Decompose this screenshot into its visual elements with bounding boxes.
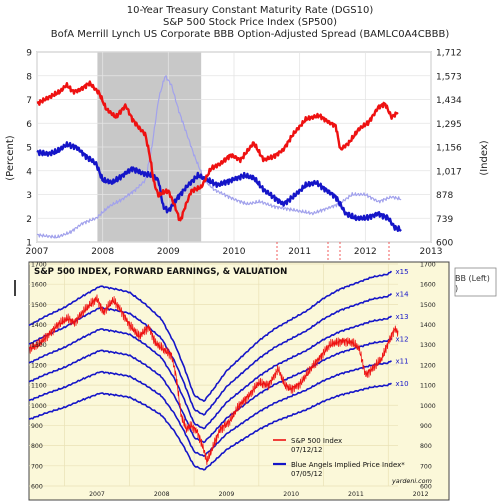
x-tick-label: 2012 xyxy=(354,247,377,257)
hidden-legend-text-a: BB (Left) xyxy=(455,274,490,283)
overlay-right-tick: 1300 xyxy=(420,342,436,349)
overlay-left-tick: 1600 xyxy=(31,282,47,289)
top-title-line-1: 10-Year Treasury Constant Maturity Rate … xyxy=(127,5,374,16)
right-tick-label: 878 xyxy=(436,191,453,201)
top-left-axis-label: (Percent) xyxy=(5,135,16,181)
right-tick-label: 1,295 xyxy=(436,120,462,130)
left-tick-label: 3 xyxy=(26,191,32,201)
multiple-label-x15: x15 xyxy=(396,268,409,276)
x-tick-label: 2007 xyxy=(26,247,49,257)
left-tick-label: 4 xyxy=(26,167,32,177)
x-tick-label: 2010 xyxy=(223,247,246,257)
right-tick-label: 1,712 xyxy=(436,49,462,59)
overlay-right-tick: 1700 xyxy=(420,262,436,269)
overlay-right-tick: 700 xyxy=(420,463,432,470)
top-title-line-2: S&P 500 Stock Price Index (SP500) xyxy=(163,17,337,28)
right-tick-label: 739 xyxy=(436,215,453,225)
overlay-x-tick: 2012 xyxy=(413,491,429,498)
x-tick-label: 2011 xyxy=(288,247,311,257)
overlay-left-tick: 1400 xyxy=(31,322,47,329)
left-tick-label: 2 xyxy=(26,215,32,225)
overlay-right-tick: 1000 xyxy=(420,403,436,410)
overlay-x-tick: 2010 xyxy=(283,491,299,498)
left-tick-label: 5 xyxy=(26,144,32,154)
top-title-line-3: BofA Merrill Lynch US Corporate BBB Opti… xyxy=(51,29,450,40)
x-tick-label: 2013 xyxy=(420,247,443,257)
source-credit: yardeni.com xyxy=(391,477,432,485)
right-tick-label: 1,434 xyxy=(436,96,462,106)
legend-label-blue-angels: Blue Angels Implied Price Index* xyxy=(291,461,405,469)
overlay-x-tick: 2007 xyxy=(89,491,105,498)
overlay-left-tick: 700 xyxy=(31,463,43,470)
overlay-title: S&P 500 INDEX, FORWARD EARNINGS, & VALUA… xyxy=(34,267,287,277)
overlay-left-tick: 900 xyxy=(31,423,43,430)
overlay-right-tick: 1400 xyxy=(420,322,436,329)
left-tick-label: 7 xyxy=(26,96,32,106)
overlay-left-tick: 1200 xyxy=(31,362,47,369)
overlay-left-tick: 800 xyxy=(31,443,43,450)
right-tick-label: 1,573 xyxy=(436,72,462,82)
legend-date-sp500: 07/12/12 xyxy=(291,446,322,454)
overlay-left-tick: 1300 xyxy=(31,342,47,349)
overlay-right-tick: 1200 xyxy=(420,362,436,369)
left-tick-label: 6 xyxy=(26,120,32,130)
legend-date-blue-angels: 07/05/12 xyxy=(291,470,322,478)
overlay-right-tick: 1100 xyxy=(420,383,436,390)
multiple-label-x13: x13 xyxy=(396,313,409,321)
multiple-label-x12: x12 xyxy=(396,335,409,343)
multiple-label-x11: x11 xyxy=(396,358,409,366)
overlay-right-tick: 1500 xyxy=(420,302,436,309)
overlay-x-tick: 2011 xyxy=(348,491,364,498)
right-tick-label: 1,017 xyxy=(436,167,462,177)
overlay-left-tick: 600 xyxy=(31,484,43,491)
multiple-label-x14: x14 xyxy=(396,290,410,298)
overlay-x-tick: 2009 xyxy=(219,491,235,498)
overlay-right-tick: 800 xyxy=(420,443,432,450)
left-tick-label: 9 xyxy=(26,49,32,59)
top-chart: 10-Year Treasury Constant Maturity Rate … xyxy=(5,5,490,262)
right-tick-label: 1,156 xyxy=(436,144,462,154)
left-tick-label: 8 xyxy=(26,72,32,82)
overlay-x-tick: 2008 xyxy=(154,491,170,498)
legend-label-sp500: S&P 500 Index xyxy=(291,437,342,445)
x-tick-label: 2009 xyxy=(157,247,180,257)
multiple-label-x10: x10 xyxy=(396,380,409,388)
overlay-left-tick: 1100 xyxy=(31,383,47,390)
x-tick-label: 2008 xyxy=(91,247,114,257)
overlay-left-tick: 1000 xyxy=(31,403,47,410)
top-right-axis-label: (Index) xyxy=(479,140,490,175)
overlay-right-tick: 1600 xyxy=(420,282,436,289)
overlay-right-tick: 900 xyxy=(420,423,432,430)
hidden-legend-text-b: ) xyxy=(455,284,458,293)
top-x-axis-ticks: 2007 2008 2009 2010 2011 2012 2013 xyxy=(26,247,443,257)
overlay-left-tick: 1500 xyxy=(31,302,47,309)
